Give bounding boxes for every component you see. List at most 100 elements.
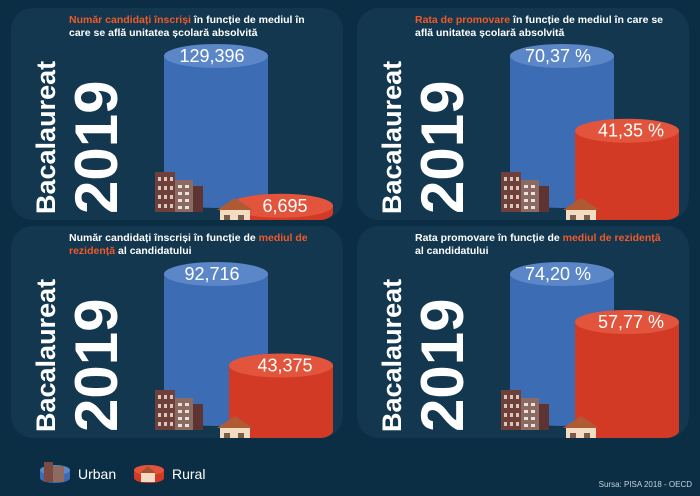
chart-area: 74,20 % 57,77 % (501, 262, 679, 438)
house-wall (566, 428, 596, 438)
building-window (158, 177, 161, 181)
building-window (504, 422, 507, 426)
building-window (158, 395, 161, 399)
house-door (238, 433, 244, 438)
building-window (524, 403, 528, 406)
heading-part: mediul de rezidență (69, 232, 308, 257)
building-window (185, 185, 189, 188)
building-window (185, 410, 189, 413)
building-window (185, 206, 189, 209)
building-block (501, 172, 521, 212)
building-window (531, 424, 535, 427)
building-window (510, 404, 513, 408)
building-window (504, 395, 507, 399)
building-window (516, 195, 519, 199)
vertical-title-year: 2019 (409, 81, 476, 214)
bar-rural (575, 310, 679, 438)
vertical-title: Bacalaureat 2019 (361, 16, 476, 216)
building-window (524, 206, 528, 209)
panel-candidates-school: Bacalaureat 2019 Număr candidați înscriș… (11, 8, 343, 220)
building-window (185, 192, 189, 195)
panel-heading: Rata promovare în funcție de mediul de r… (415, 232, 665, 257)
building-window (178, 403, 182, 406)
bar-urban-top (164, 44, 268, 68)
panel-heading: Rata de promovare în funcție de mediul î… (415, 14, 665, 39)
urban-building-icon (155, 172, 203, 212)
building-window (524, 417, 528, 420)
building-window (170, 195, 173, 199)
building-window (170, 395, 173, 399)
building-window (158, 204, 161, 208)
building-window (531, 417, 535, 420)
building-window (158, 195, 161, 199)
rural-house-icon (217, 416, 253, 438)
building-window (510, 177, 513, 181)
building-window (178, 410, 182, 413)
rural-house-icon (217, 198, 253, 220)
vertical-title-word: Bacalaureat (31, 61, 61, 214)
rural-legend-icon (134, 465, 164, 483)
bar-rural-body (575, 322, 679, 431)
building-window (178, 417, 182, 420)
building-window (531, 199, 535, 202)
vertical-title-year: 2019 (409, 299, 476, 432)
building-window (516, 186, 519, 190)
bar-rural-top (229, 193, 333, 218)
bar-rural-body (575, 130, 679, 213)
house-window (570, 433, 576, 438)
building-window (164, 395, 167, 399)
building-block (539, 404, 549, 430)
building-window (158, 422, 161, 426)
rural-house-icon (563, 198, 599, 220)
chart-area: 92,716 43,375 (155, 262, 333, 438)
building-block (501, 390, 521, 430)
bar-rural-top (229, 353, 333, 378)
building-window (516, 413, 519, 417)
house-roof (563, 198, 599, 210)
bar-rural (229, 353, 333, 438)
heading-part: al candidatului (415, 244, 489, 257)
building-window (178, 192, 182, 195)
building-window (158, 413, 161, 417)
building-window (516, 395, 519, 399)
house-roof (563, 416, 599, 428)
urban-building-icon (501, 390, 549, 430)
house-wall (220, 210, 250, 220)
house-door (584, 215, 590, 220)
building-block (521, 398, 539, 430)
vertical-title-year: 2019 (63, 299, 130, 432)
building-window (524, 192, 528, 195)
building-window (178, 185, 182, 188)
building-window (178, 199, 182, 202)
data-label-urban: 129,396 (179, 46, 244, 66)
data-label-urban: 74,20 % (525, 264, 591, 284)
building-window (158, 186, 161, 190)
legend-rural-label: Rural (172, 466, 206, 482)
heading-part: Număr candidați înscriși în funcție de (69, 232, 259, 244)
building-window (524, 199, 528, 202)
building-window (170, 186, 173, 190)
building-block (155, 390, 175, 430)
building-window (510, 395, 513, 399)
heading-part: în funcție de mediul în care se află uni… (69, 14, 305, 39)
building-window (516, 422, 519, 426)
urban-building-icon (155, 390, 203, 430)
house-wall (566, 210, 596, 220)
heading-part: mediul de rezidență (562, 232, 661, 244)
building-window (516, 404, 519, 408)
building-window (510, 186, 513, 190)
panel-heading: Număr candidați înscriși în funcție de m… (69, 232, 319, 257)
building-window (524, 410, 528, 413)
building-window (185, 424, 189, 427)
panel-heading: Număr candidați înscriși în funcție de m… (69, 14, 319, 39)
bar-rural-top (575, 310, 679, 334)
building-window (516, 177, 519, 181)
building-window (531, 403, 535, 406)
data-label-rural: 6,695 (262, 196, 307, 216)
vertical-title-word: Bacalaureat (31, 279, 61, 432)
building-window (524, 424, 528, 427)
building-window (524, 185, 528, 188)
building-window (531, 185, 535, 188)
building-window (170, 177, 173, 181)
bar-rural (575, 118, 679, 220)
